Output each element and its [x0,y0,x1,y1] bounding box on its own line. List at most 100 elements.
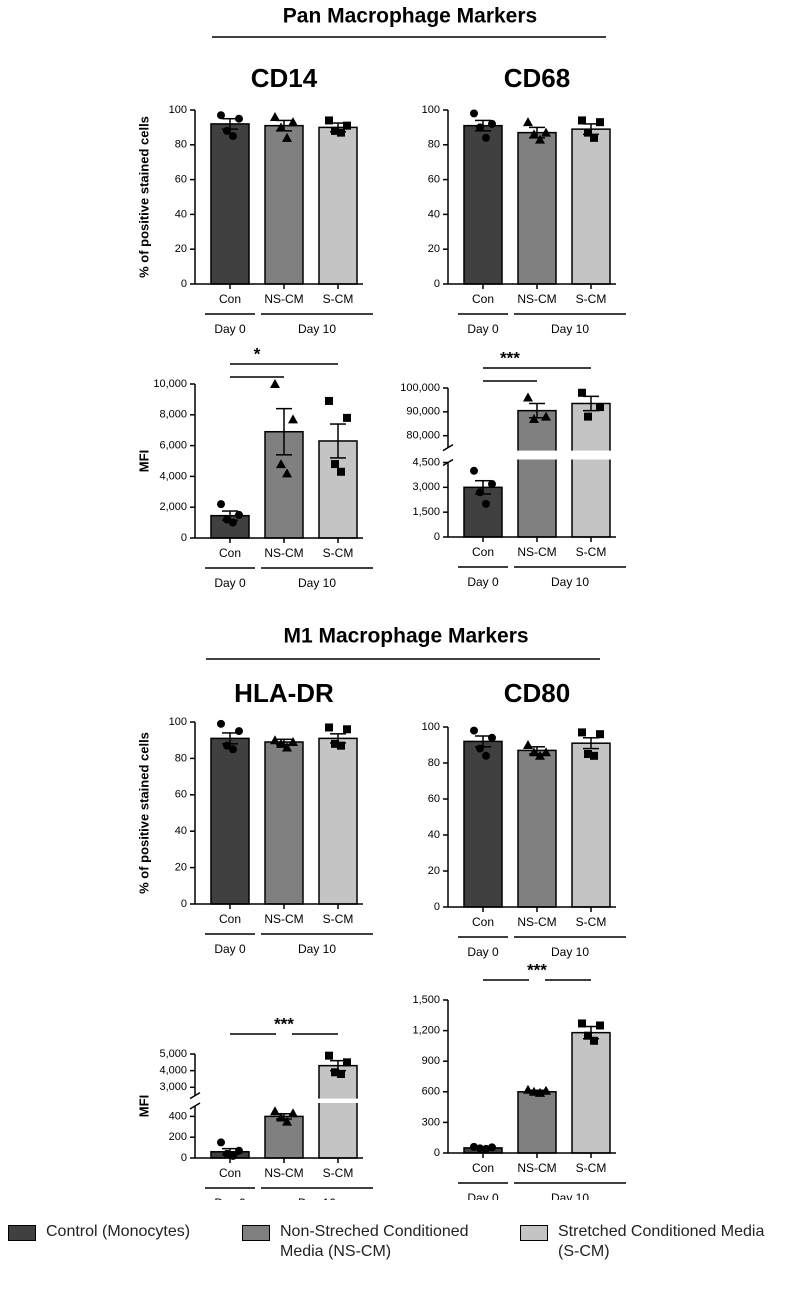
y-tick-label: 40 [428,829,440,841]
figure: Pan Macrophage Markers M1 Macrophage Mar… [136,5,626,1200]
data-point [482,499,490,508]
x-tick-label: Con [472,545,494,559]
y-tick-label: 60 [175,174,187,186]
section-title: Pan Macrophage Markers [283,5,537,28]
group-label: Day 10 [298,1196,336,1200]
y-tick-label: 900 [422,1055,440,1067]
data-point [235,510,243,519]
data-point [229,518,237,527]
data-point [235,114,243,123]
y-tick-label: 0 [181,532,187,544]
significance-label: * [254,344,261,363]
break-mark [189,1091,201,1100]
y-tick-label: 600 [422,1086,440,1098]
y-tick-label: 0 [434,901,440,913]
y-tick-label: 3,000 [412,481,440,493]
data-point [229,745,237,754]
bar [517,1091,557,1154]
bar [210,737,250,905]
significance-label: *** [274,1014,294,1033]
data-point [470,466,478,475]
data-point [276,738,286,748]
y-axis-label: % of positive stained cells [136,732,151,894]
data-point [343,725,351,734]
data-point [578,1019,586,1028]
x-tick-label: Con [219,292,241,306]
y-tick-label: 20 [428,243,440,255]
y-tick-label: 20 [428,865,440,877]
y-tick-label: 2,000 [159,501,187,513]
x-tick-label: NS-CM [517,292,556,306]
group-label: Day 10 [551,575,589,589]
data-point [270,735,280,745]
bar [318,126,358,285]
data-point [470,1142,478,1151]
data-point [288,414,298,424]
data-point [523,1084,533,1094]
x-tick-label: S-CM [576,915,607,929]
x-tick-label: NS-CM [517,1161,556,1175]
x-tick-label: NS-CM [264,1166,303,1180]
data-point [282,132,292,142]
x-tick-label: S-CM [576,1161,607,1175]
y-tick-label: 100 [169,716,187,728]
x-tick-label: S-CM [323,912,354,926]
data-point [331,739,339,748]
data-point [343,1058,351,1067]
data-point [282,742,292,752]
y-tick-label: 0 [434,278,440,290]
y-tick-label: 100 [169,104,187,116]
y-tick-label: 60 [428,793,440,805]
y-tick-label: 0 [434,531,440,543]
group-label: Day 0 [467,575,499,589]
chart-title: CD80 [504,678,570,708]
data-point [590,1036,598,1045]
axis-break [438,450,618,460]
data-point [529,129,539,139]
data-point [476,744,484,753]
bar [517,749,557,908]
bar [463,740,503,908]
data-point [482,1144,490,1153]
data-point [276,459,286,469]
data-point [217,719,225,728]
legend-label: Stretched Conditioned Media (S-CM) [558,1223,765,1260]
data-point [325,116,333,125]
data-point [276,122,286,132]
x-tick-label: Con [219,1166,241,1180]
group-label: Day 10 [298,942,336,956]
data-point [331,1068,339,1077]
chart-title: CD14 [251,63,318,93]
data-point [488,1143,496,1152]
y-tick-label: 0 [181,898,187,910]
data-point [217,500,225,509]
data-point [337,128,345,137]
group-label: Day 10 [551,945,589,959]
y-axis-label: MFI [136,450,151,472]
y-tick-label: 90,000 [406,406,440,418]
significance-label: *** [500,348,520,367]
group-label: Day 0 [214,1196,246,1200]
data-point [288,737,298,747]
data-point [529,1086,539,1096]
y-tick-label: 40 [428,208,440,220]
data-point [325,723,333,732]
y-tick-label: 40 [175,208,187,220]
data-point [584,1031,592,1040]
x-tick-label: Con [472,1161,494,1175]
data-point [535,750,545,760]
y-tick-label: 1,200 [412,1025,440,1037]
data-point [578,116,586,125]
data-point [488,733,496,742]
y-tick-label: 0 [181,278,187,290]
x-tick-label: S-CM [323,546,354,560]
legend-swatch [520,1225,548,1241]
bar [210,123,250,285]
y-tick-label: 80 [175,139,187,151]
y-tick-label: 300 [422,1116,440,1128]
data-point [584,750,592,758]
data-point [476,488,484,497]
x-tick-label: Con [219,546,241,560]
x-tick-label: S-CM [323,1166,354,1180]
data-point [529,413,539,423]
